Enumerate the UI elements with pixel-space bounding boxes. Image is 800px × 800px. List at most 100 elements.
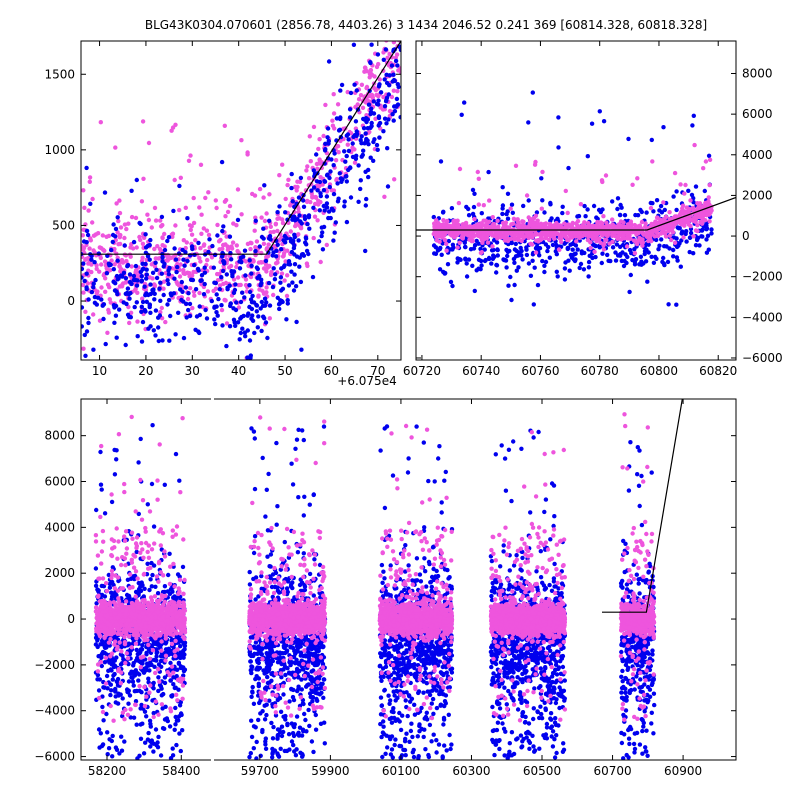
data-point [333,220,338,225]
data-point [632,251,638,256]
data-point [326,59,332,64]
data-point [376,114,382,119]
data-point [313,195,319,200]
data-point [640,243,645,248]
data-point [222,123,227,128]
data-point [134,549,139,555]
data-point [165,302,170,307]
data-point [338,176,343,181]
data-point [133,263,139,269]
data-point [475,169,480,175]
data-point [554,252,559,257]
data-point [234,243,239,248]
data-point [209,298,214,304]
data-point [675,220,681,225]
data-point [150,572,155,578]
data-point [199,212,204,217]
data-point [520,219,525,224]
data-point [184,315,189,320]
data-point [595,216,600,222]
data-point [105,752,110,757]
data-point [338,138,343,144]
data-point [639,228,644,233]
data-point [585,154,590,159]
data-point [91,347,96,352]
data-point [293,446,298,451]
data-point [683,210,688,216]
data-point [173,332,178,337]
data-point [146,730,151,736]
data-point [87,246,92,251]
data-point [304,168,309,173]
data-point [176,310,181,315]
data-point [591,203,597,209]
series_a-points [431,90,714,307]
data-point [227,234,233,239]
data-point [672,240,678,245]
data-point [166,235,172,240]
data-point [205,289,211,294]
data-point [562,277,568,282]
data-point [358,93,364,98]
data-point [449,233,455,238]
data-point [385,146,390,151]
data-point [296,730,301,735]
data-point [280,162,285,167]
data-point [548,202,553,207]
data-point [274,522,279,527]
data-point [535,246,540,251]
data-point [133,270,138,275]
data-point [327,184,332,190]
data-point [583,214,588,219]
data-point [377,77,382,82]
data-point [95,412,99,416]
data-point [128,715,133,720]
data-point [512,260,517,265]
data-point [142,235,147,240]
data-point [178,748,183,754]
data-point [196,329,201,334]
data-point [382,104,388,109]
data-point [95,587,100,592]
data-point [134,283,140,288]
data-point [106,307,111,313]
full-lightcurve-plot: 58200 58400 59700 59900 60100 60300 60500 60700… [34,398,737,778]
data-point [96,688,102,693]
data-point [279,271,285,276]
data-point [166,272,172,277]
data-point [539,206,544,211]
data-point [211,265,216,270]
data-point [278,746,283,751]
data-point [269,584,275,590]
data-point [170,231,176,236]
series_b-points [81,41,401,360]
data-point [448,247,453,252]
data-point [371,99,376,104]
data-point [127,314,132,320]
x-tick-label: 60760 [521,364,559,378]
data-point [287,262,293,267]
data-point [298,175,304,181]
data-point [398,47,401,53]
data-point [112,671,117,677]
data-point [318,175,323,180]
data-point [479,263,484,268]
data-point [531,302,536,307]
data-point [320,247,326,252]
data-point [220,228,225,234]
data-point [386,92,391,97]
data-point [114,201,119,206]
data-point [592,249,597,254]
data-point [305,263,310,269]
data-point [384,41,389,43]
data-point [484,223,489,228]
data-point [126,641,132,646]
data-point [280,286,286,291]
data-point [162,675,168,680]
data-point [239,138,244,143]
data-point [237,337,242,342]
data-point [148,237,153,243]
data-point [654,237,659,243]
data-point [144,272,149,277]
data-point [268,224,273,229]
